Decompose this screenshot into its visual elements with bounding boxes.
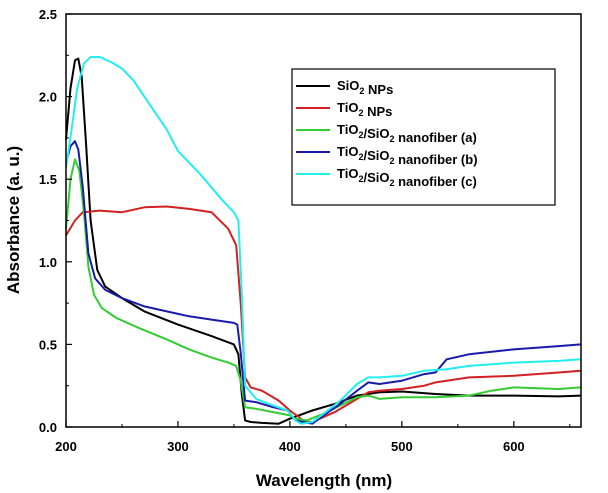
y-tick-label-1.5: 1.5 [39, 172, 57, 187]
series-line-1 [65, 57, 582, 425]
ticks-layer: 200 300 400 500 600 0.0 0.5 1.0 1.5 2.0 2.5 [39, 7, 571, 454]
series-line-3 [65, 158, 582, 422]
y-axis-title: Absorbance (a. u.) [4, 146, 23, 294]
x-tick-label-500: 500 [391, 439, 413, 454]
x-tick-label-400: 400 [279, 439, 301, 454]
legend-label-3: TiO2/SiO2 nanofiber (a) [337, 122, 477, 145]
legend-label-4: TiO2/SiO2 nanofiber (b) [337, 144, 478, 167]
x-axis-title: Wavelength (nm) [256, 471, 392, 490]
series-line-4 [65, 140, 582, 425]
x-tick-label-300: 300 [167, 439, 189, 454]
y-tick-label-1: 1.0 [39, 255, 57, 270]
x-tick-label-200: 200 [55, 439, 77, 454]
series-line-5 [65, 56, 582, 425]
legend-label-5: TiO2/SiO2 nanofiber (c) [337, 166, 477, 189]
legend-box [291, 68, 556, 206]
y-tick-label-2: 2.0 [39, 90, 57, 105]
y-tick-label-0: 0.0 [39, 420, 57, 435]
y-tick-label-2.5: 2.5 [39, 7, 57, 22]
series-layer [65, 56, 582, 425]
x-tick-label-600: 600 [503, 439, 525, 454]
series-line-2 [65, 205, 582, 423]
legend-label-1: SiO2 NPs [337, 78, 393, 97]
legend-label-2: TiO2 NPs [337, 100, 392, 119]
y-tick-label-0.5: 0.5 [39, 337, 57, 352]
